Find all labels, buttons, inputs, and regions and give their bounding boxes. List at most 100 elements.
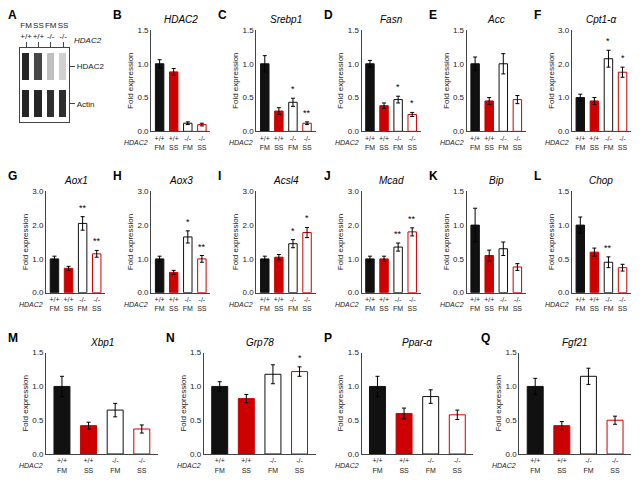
svg-text:0.5: 0.5: [243, 93, 255, 102]
svg-text:1.5: 1.5: [32, 348, 44, 357]
svg-text:+/+FM: +/+FM: [260, 296, 270, 312]
svg-text:0.5: 0.5: [348, 416, 360, 425]
svg-text:P: P: [324, 331, 332, 345]
svg-text:+/+FM: +/+FM: [260, 135, 270, 151]
svg-text:Fold expression: Fold expression: [547, 214, 556, 270]
svg-text:HDAC2: HDAC2: [335, 462, 359, 469]
svg-text:1.0: 1.0: [348, 382, 360, 391]
svg-text:HDAC2: HDAC2: [177, 462, 201, 469]
svg-text:Actin: Actin: [77, 100, 95, 109]
svg-text:2.0: 2.0: [243, 221, 255, 230]
svg-text:0.0: 0.0: [32, 450, 44, 459]
svg-text:3.0: 3.0: [558, 26, 570, 35]
svg-text:HDAC2: HDAC2: [19, 301, 43, 308]
svg-text:-/-FM: -/-FM: [426, 457, 436, 473]
svg-text:2.0: 2.0: [348, 221, 360, 230]
svg-text:Aox1: Aox1: [64, 175, 88, 186]
svg-text:-/-SS: -/-SS: [92, 296, 102, 312]
svg-text:*: *: [621, 53, 625, 63]
svg-text:0.0: 0.0: [453, 288, 465, 297]
svg-text:+/+SS: +/+SS: [557, 457, 567, 473]
svg-text:1.5: 1.5: [137, 26, 149, 35]
svg-text:-/-FM: -/-FM: [110, 457, 120, 473]
svg-text:-/-FM: -/-FM: [498, 135, 508, 151]
svg-text:1.0: 1.0: [506, 382, 518, 391]
svg-text:1.0: 1.0: [32, 255, 44, 264]
svg-text:+/+FM: +/+FM: [155, 135, 165, 151]
svg-text:+/+SS: +/+SS: [274, 135, 284, 151]
svg-text:-/-SS: -/-SS: [513, 135, 523, 151]
svg-text:+/+FM: +/+FM: [372, 457, 382, 473]
svg-text:Fasn: Fasn: [380, 14, 403, 25]
svg-text:-/-SS: -/-SS: [197, 135, 207, 151]
svg-text:1.0: 1.0: [190, 382, 202, 391]
svg-text:1.0: 1.0: [453, 60, 465, 69]
svg-text:C: C: [218, 8, 227, 22]
svg-text:HDAC2: HDAC2: [74, 36, 102, 45]
svg-text:-/-FM: -/-FM: [183, 135, 193, 151]
svg-text:+/+FM: +/+FM: [155, 296, 165, 312]
svg-text:1.0: 1.0: [137, 60, 149, 69]
svg-text:*: *: [298, 353, 302, 363]
svg-text:**: **: [303, 108, 311, 118]
svg-text:G: G: [8, 169, 17, 183]
svg-text:0.0: 0.0: [190, 450, 202, 459]
svg-text:HDAC2: HDAC2: [440, 139, 464, 146]
svg-text:+/+SS: +/+SS: [274, 296, 284, 312]
svg-text:0.0: 0.0: [506, 450, 518, 459]
svg-text:1.5: 1.5: [243, 26, 255, 35]
svg-text:M: M: [8, 331, 18, 345]
svg-text:1.5: 1.5: [558, 187, 570, 196]
svg-text:-/-FM: -/-FM: [603, 296, 613, 312]
svg-text:0.5: 0.5: [190, 416, 202, 425]
svg-text:-/-SS: -/-SS: [137, 457, 147, 473]
svg-text:1.0: 1.0: [243, 255, 255, 264]
svg-text:**: **: [198, 242, 206, 252]
svg-text:Fold expression: Fold expression: [231, 214, 240, 270]
svg-text:-/-FM: -/-FM: [498, 296, 508, 312]
svg-text:Fold expression: Fold expression: [494, 375, 503, 431]
svg-text:Fold expression: Fold expression: [21, 375, 30, 431]
svg-text:N: N: [166, 331, 175, 345]
svg-text:-/-SS: -/-SS: [408, 135, 418, 151]
svg-text:E: E: [429, 8, 437, 22]
svg-text:SS-/-: SS-/-: [58, 21, 69, 40]
svg-text:Cpt1-α: Cpt1-α: [586, 14, 616, 25]
svg-text:HDAC2: HDAC2: [77, 62, 105, 71]
svg-text:1.5: 1.5: [190, 348, 202, 357]
svg-text:HDAC2: HDAC2: [545, 139, 569, 146]
svg-text:Aox3: Aox3: [169, 175, 193, 186]
svg-text:**: **: [604, 243, 612, 253]
svg-text:Fold expression: Fold expression: [126, 52, 135, 108]
svg-text:0.0: 0.0: [32, 288, 44, 297]
svg-text:-/-SS: -/-SS: [295, 457, 305, 473]
svg-text:Bip: Bip: [489, 175, 504, 186]
svg-text:Ppar-α: Ppar-α: [402, 337, 432, 348]
svg-text:-/-FM: -/-FM: [183, 296, 193, 312]
svg-text:-/-FM: -/-FM: [288, 296, 298, 312]
svg-text:+/+SS: +/+SS: [169, 135, 179, 151]
svg-text:1.0: 1.0: [453, 221, 465, 230]
svg-text:+/+FM: +/+FM: [470, 135, 480, 151]
svg-text:HDAC2: HDAC2: [440, 301, 464, 308]
svg-text:0.5: 0.5: [453, 255, 465, 264]
svg-text:Grp78: Grp78: [246, 337, 274, 348]
svg-text:+/+SS: +/+SS: [484, 135, 494, 151]
svg-text:3.0: 3.0: [32, 187, 44, 196]
svg-text:+/+SS: +/+SS: [589, 296, 599, 312]
svg-text:2.0: 2.0: [558, 60, 570, 69]
svg-text:+/+SS: +/+SS: [379, 135, 389, 151]
svg-text:0.0: 0.0: [558, 127, 570, 136]
svg-text:**: **: [408, 214, 416, 224]
svg-text:Fold expression: Fold expression: [231, 52, 240, 108]
svg-text:FM+/+: FM+/+: [20, 21, 32, 40]
svg-text:HDAC2: HDAC2: [124, 139, 148, 146]
svg-text:-/-FM: -/-FM: [393, 296, 403, 312]
svg-text:Fold expression: Fold expression: [21, 214, 30, 270]
svg-text:0.0: 0.0: [137, 127, 149, 136]
svg-text:K: K: [429, 169, 438, 183]
svg-text:+/+FM: +/+FM: [365, 135, 375, 151]
svg-text:Fold expression: Fold expression: [547, 52, 556, 108]
svg-text:1.5: 1.5: [348, 26, 360, 35]
svg-text:0.0: 0.0: [348, 288, 360, 297]
